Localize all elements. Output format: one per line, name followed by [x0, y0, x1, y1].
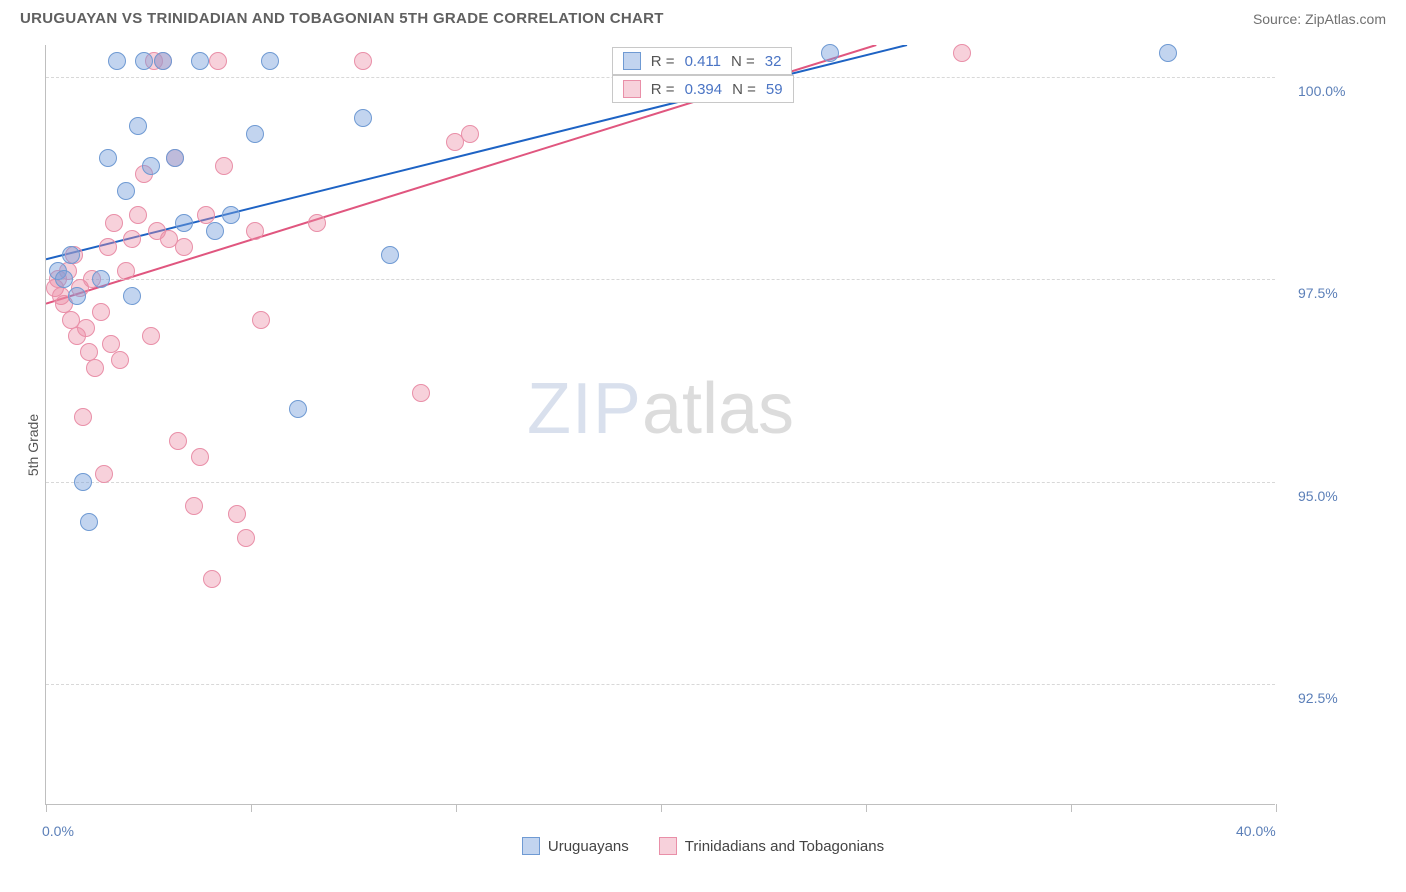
data-point-trinidadians — [215, 157, 233, 175]
data-point-trinidadians — [123, 230, 141, 248]
data-point-trinidadians — [99, 238, 117, 256]
r-label: R = — [651, 81, 675, 98]
data-point-trinidadians — [461, 125, 479, 143]
data-point-uruguayans — [821, 44, 839, 62]
ytick-label: 95.0% — [1298, 488, 1338, 504]
xtick — [456, 804, 457, 812]
data-point-trinidadians — [209, 52, 227, 70]
data-point-uruguayans — [354, 109, 372, 127]
data-point-trinidadians — [95, 465, 113, 483]
data-point-trinidadians — [74, 408, 92, 426]
swatch-uruguayans-icon — [623, 52, 641, 70]
data-point-uruguayans — [55, 270, 73, 288]
xtick — [866, 804, 867, 812]
data-point-uruguayans — [175, 214, 193, 232]
watermark-zip: ZIP — [527, 369, 642, 449]
correlation-box-trinidadians: R = 0.394 N = 59 — [612, 75, 794, 103]
n-label: N = — [731, 53, 755, 70]
data-point-uruguayans — [1159, 44, 1177, 62]
r-value: 0.411 — [685, 53, 721, 70]
data-point-trinidadians — [86, 359, 104, 377]
gridline — [46, 684, 1275, 685]
data-point-uruguayans — [117, 182, 135, 200]
data-point-uruguayans — [123, 287, 141, 305]
data-point-uruguayans — [142, 157, 160, 175]
data-point-uruguayans — [74, 473, 92, 491]
data-point-trinidadians — [412, 384, 430, 402]
watermark: ZIPatlas — [527, 368, 794, 450]
n-value: 59 — [766, 81, 783, 98]
data-point-trinidadians — [169, 432, 187, 450]
data-point-uruguayans — [261, 52, 279, 70]
ytick-label: 92.5% — [1298, 690, 1338, 706]
r-label: R = — [651, 53, 675, 70]
legend-item-uruguayans: Uruguayans — [522, 837, 629, 855]
source-link[interactable]: ZipAtlas.com — [1305, 11, 1386, 27]
plot-region: ZIPatlas 100.0%97.5%95.0%92.5%0.0%40.0%R… — [45, 45, 1275, 805]
xtick — [1071, 804, 1072, 812]
gridline — [46, 279, 1275, 280]
data-point-trinidadians — [237, 529, 255, 547]
data-point-uruguayans — [68, 287, 86, 305]
data-point-uruguayans — [154, 52, 172, 70]
xtick — [1276, 804, 1277, 812]
data-point-uruguayans — [62, 246, 80, 264]
ytick-label: 100.0% — [1298, 83, 1345, 99]
data-point-uruguayans — [191, 52, 209, 70]
xtick — [46, 804, 47, 812]
xtick — [661, 804, 662, 812]
data-point-trinidadians — [175, 238, 193, 256]
data-point-trinidadians — [105, 214, 123, 232]
y-axis-label: 5th Grade — [25, 414, 41, 476]
legend: Uruguayans Trinidadians and Tobagonians — [0, 837, 1406, 855]
swatch-uruguayans — [522, 837, 540, 855]
chart-area: 5th Grade ZIPatlas 100.0%97.5%95.0%92.5%… — [0, 35, 1406, 855]
data-point-uruguayans — [222, 206, 240, 224]
data-point-trinidadians — [191, 448, 209, 466]
legend-label-trinidadians: Trinidadians and Tobagonians — [685, 838, 884, 855]
swatch-trinidadians — [659, 837, 677, 855]
chart-title: URUGUAYAN VS TRINIDADIAN AND TOBAGONIAN … — [20, 10, 664, 27]
data-point-trinidadians — [142, 327, 160, 345]
data-point-trinidadians — [185, 497, 203, 515]
legend-item-trinidadians: Trinidadians and Tobagonians — [659, 837, 884, 855]
data-point-uruguayans — [289, 400, 307, 418]
data-point-uruguayans — [166, 149, 184, 167]
legend-label-uruguayans: Uruguayans — [548, 838, 629, 855]
correlation-box-uruguayans: R = 0.411 N = 32 — [612, 47, 793, 75]
data-point-uruguayans — [108, 52, 126, 70]
data-point-uruguayans — [129, 117, 147, 135]
data-point-trinidadians — [117, 262, 135, 280]
data-point-uruguayans — [92, 270, 110, 288]
data-point-trinidadians — [953, 44, 971, 62]
data-point-trinidadians — [197, 206, 215, 224]
data-point-trinidadians — [203, 570, 221, 588]
data-point-trinidadians — [246, 222, 264, 240]
data-point-trinidadians — [102, 335, 120, 353]
xtick — [251, 804, 252, 812]
source-prefix: Source: — [1253, 11, 1305, 27]
data-point-uruguayans — [381, 246, 399, 264]
data-point-trinidadians — [308, 214, 326, 232]
r-value: 0.394 — [685, 81, 723, 98]
data-point-trinidadians — [228, 505, 246, 523]
data-point-uruguayans — [246, 125, 264, 143]
watermark-atlas: atlas — [642, 369, 794, 449]
ytick-label: 97.5% — [1298, 285, 1338, 301]
data-point-uruguayans — [99, 149, 117, 167]
data-point-trinidadians — [111, 351, 129, 369]
n-label: N = — [732, 81, 756, 98]
data-point-trinidadians — [129, 206, 147, 224]
gridline — [46, 482, 1275, 483]
data-point-trinidadians — [252, 311, 270, 329]
swatch-trinidadians-icon — [623, 80, 641, 98]
n-value: 32 — [765, 53, 782, 70]
data-point-uruguayans — [206, 222, 224, 240]
data-point-uruguayans — [80, 513, 98, 531]
chart-source: Source: ZipAtlas.com — [1253, 11, 1386, 27]
data-point-trinidadians — [354, 52, 372, 70]
data-point-trinidadians — [77, 319, 95, 337]
data-point-uruguayans — [135, 52, 153, 70]
data-point-trinidadians — [92, 303, 110, 321]
